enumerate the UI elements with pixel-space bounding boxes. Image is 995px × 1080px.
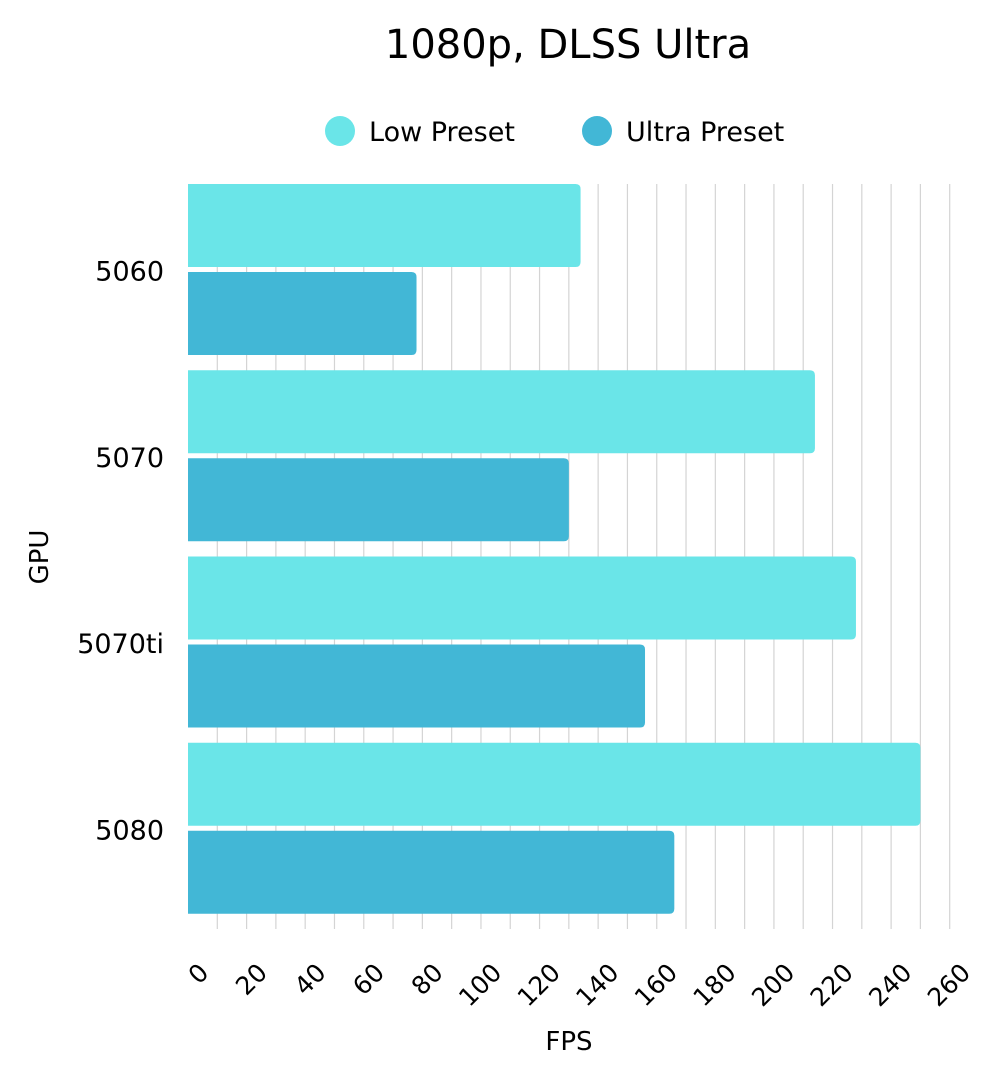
y-tick-label: 5070 — [95, 443, 164, 474]
bar-5060-ultra-preset — [188, 272, 417, 355]
x-tick-label: 100 — [453, 958, 507, 1012]
bar-5080-ultra-preset — [188, 830, 675, 914]
bar-5070ti-low-preset — [188, 556, 856, 640]
x-tick-label: 180 — [687, 958, 741, 1012]
legend-label: Low Preset — [369, 117, 515, 148]
y-axis-label: GPU — [25, 530, 55, 585]
x-tick-label: 0 — [183, 958, 215, 990]
x-tick-labels: 0 20 40 60 80 100 120 140 160 180 200 220 240 260 — [183, 958, 976, 1012]
x-tick-label: 200 — [746, 958, 800, 1012]
x-tick-label: 160 — [629, 958, 683, 1012]
bar-5070-ultra-preset — [188, 458, 569, 542]
y-tick-label: 5070ti — [77, 629, 164, 660]
y-tick-label: 5080 — [95, 815, 164, 846]
x-tick-label: 140 — [570, 958, 624, 1012]
x-tick-label: 260 — [922, 958, 976, 1012]
bar-5070-low-preset — [188, 370, 815, 454]
bar-5080-low-preset — [188, 742, 921, 826]
y-tick-labels: 5060 5070 5070ti 5080 — [77, 257, 164, 847]
x-axis-label: FPS — [545, 1027, 592, 1057]
legend-label: Ultra Preset — [626, 117, 784, 148]
x-tick-label: 120 — [512, 958, 566, 1012]
legend-swatch — [582, 116, 612, 146]
x-tick-label: 60 — [347, 958, 390, 1001]
x-tick-label: 80 — [406, 958, 449, 1001]
bars — [188, 184, 921, 914]
y-tick-label: 5060 — [95, 257, 164, 288]
x-tick-label: 240 — [863, 958, 917, 1012]
bar-5070ti-ultra-preset — [188, 644, 646, 728]
bar-5060-low-preset — [188, 184, 581, 267]
legend-swatch — [325, 116, 355, 146]
legend: Low Preset Ultra Preset — [325, 116, 784, 148]
chart-title: 1080p, DLSS Ultra — [385, 22, 751, 68]
x-tick-label: 40 — [289, 958, 332, 1001]
x-tick-label: 220 — [805, 958, 859, 1012]
x-tick-label: 20 — [230, 958, 273, 1001]
